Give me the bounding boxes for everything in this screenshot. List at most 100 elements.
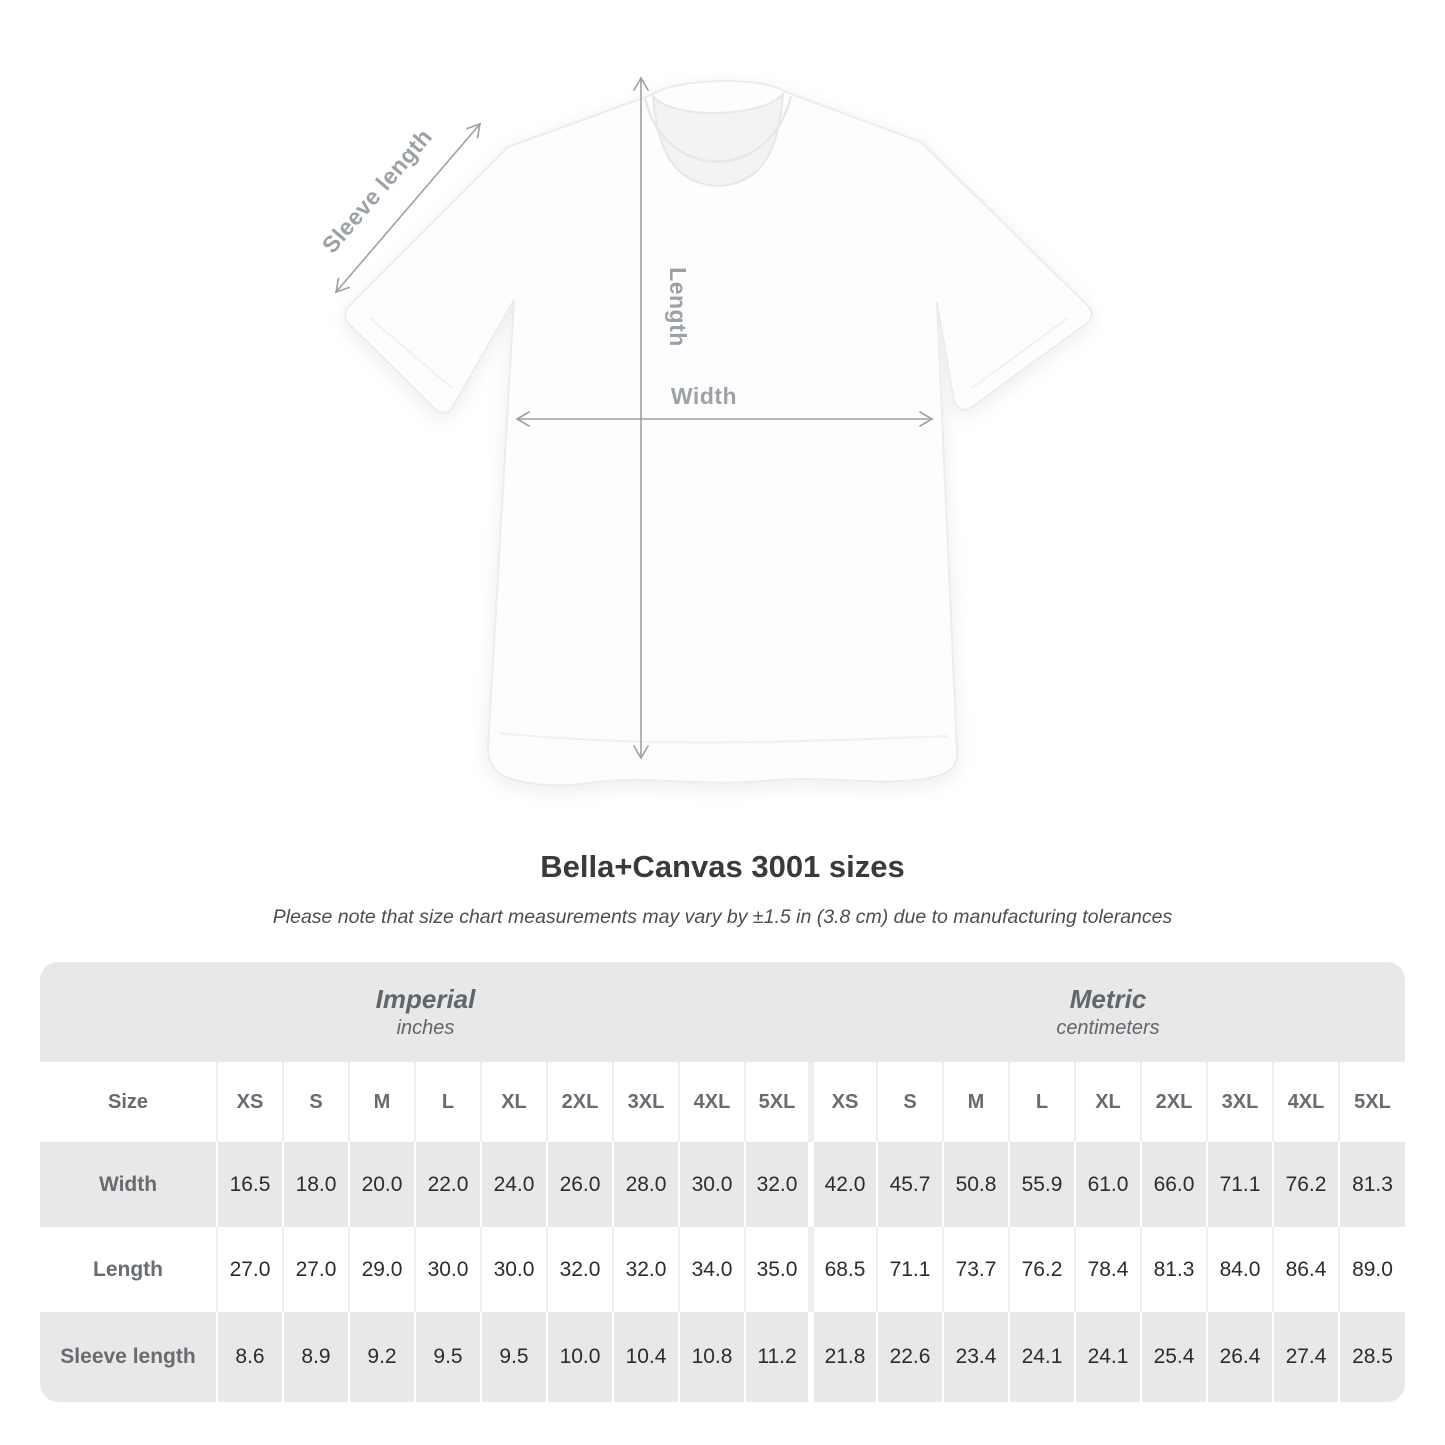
imperial-group-label: Imperial: [375, 984, 476, 1015]
sleeve-length-arrow: [334, 122, 482, 294]
measurement-cell-metric-l: 76.2: [1008, 1227, 1075, 1312]
tolerance-note: Please note that size chart measurements…: [272, 906, 1173, 928]
size-col-header-imperial-5xl: 5XL: [744, 1062, 811, 1142]
measurement-cell-metric-xs: 42.0: [808, 1142, 877, 1227]
width-arrow: [515, 411, 934, 427]
size-col-header-metric-3xl: 3XL: [1206, 1062, 1273, 1142]
measurement-cell-metric-2xl: 81.3: [1140, 1227, 1207, 1312]
measurement-row-sleeve-length: Sleeve length 8.6 8.9 9.2 9.5 9.5 10.0 10.4 10.8…: [40, 1312, 1405, 1402]
measurement-cell-imperial-m: 29.0: [348, 1227, 415, 1312]
measurement-cell-imperial-3xl: 28.0: [612, 1142, 679, 1227]
length-label: Length: [665, 267, 691, 347]
measurement-cell-imperial-l: 30.0: [414, 1227, 481, 1312]
measurement-cell-imperial-xs: 8.6: [216, 1312, 283, 1402]
measurement-cell-metric-xl: 61.0: [1074, 1142, 1141, 1227]
measurement-cell-metric-4xl: 86.4: [1272, 1227, 1339, 1312]
unit-group-row: Imperial inches Metric centimeters: [40, 962, 1405, 1062]
width-label: Width: [671, 383, 737, 409]
measurement-cell-imperial-xs: 16.5: [216, 1142, 283, 1227]
size-col-header-imperial-xl: XL: [480, 1062, 547, 1142]
measurement-cell-imperial-s: 8.9: [282, 1312, 349, 1402]
measurement-cell-imperial-xl: 9.5: [480, 1312, 547, 1402]
size-col-header-imperial-xs: XS: [216, 1062, 283, 1142]
measurement-cell-imperial-3xl: 32.0: [612, 1227, 679, 1312]
size-col-header-imperial-s: S: [282, 1062, 349, 1142]
measurement-cell-metric-xs: 21.8: [808, 1312, 877, 1402]
measurement-cell-metric-2xl: 66.0: [1140, 1142, 1207, 1227]
measurement-cell-imperial-3xl: 10.4: [612, 1312, 679, 1402]
measurement-cell-imperial-xs: 27.0: [216, 1227, 283, 1312]
metric-group-label: Metric: [1069, 984, 1147, 1015]
size-col-header-metric-5xl: 5XL: [1338, 1062, 1405, 1142]
measurement-cell-metric-l: 24.1: [1008, 1312, 1075, 1402]
measurement-cell-metric-xl: 24.1: [1074, 1312, 1141, 1402]
measurement-cell-imperial-5xl: 32.0: [744, 1142, 811, 1227]
size-table: Imperial inches Metric centimeters Size …: [40, 962, 1405, 1402]
size-table-body: Width 16.5 18.0 20.0 22.0 24.0 26.0 28.0 30.0 32.…: [40, 1142, 1405, 1402]
measurement-cell-metric-5xl: 89.0: [1338, 1227, 1405, 1312]
measurement-cell-metric-s: 22.6: [876, 1312, 943, 1402]
measurement-cell-metric-m: 73.7: [942, 1227, 1009, 1312]
size-col-header-metric-4xl: 4XL: [1272, 1062, 1339, 1142]
size-table-container: Imperial inches Metric centimeters Size …: [40, 962, 1405, 1402]
measurement-cell-metric-3xl: 26.4: [1206, 1312, 1273, 1402]
size-col-header-metric-2xl: 2XL: [1140, 1062, 1207, 1142]
imperial-group-unit: inches: [396, 1016, 455, 1039]
measurement-cell-metric-xs: 68.5: [808, 1227, 877, 1312]
measurement-cell-metric-4xl: 27.4: [1272, 1312, 1339, 1402]
size-col-header-metric-xs: XS: [808, 1062, 877, 1142]
size-col-header-imperial-4xl: 4XL: [678, 1062, 745, 1142]
measurement-cell-imperial-4xl: 30.0: [678, 1142, 745, 1227]
dimension-arrows: [334, 76, 934, 760]
tshirt-body: [344, 80, 1093, 787]
measurement-cell-imperial-xl: 30.0: [480, 1227, 547, 1312]
measurement-row-width: Width 16.5 18.0 20.0 22.0 24.0 26.0 28.0 30.0 32.…: [40, 1142, 1405, 1227]
measurement-cell-metric-s: 71.1: [876, 1227, 943, 1312]
measurement-cell-metric-m: 50.8: [942, 1142, 1009, 1227]
measurement-cell-imperial-l: 22.0: [414, 1142, 481, 1227]
measurement-cell-imperial-2xl: 26.0: [546, 1142, 613, 1227]
tshirt-measurement-diagram: Width Length Sleeve length: [317, 76, 1093, 787]
size-col-header-metric-xl: XL: [1074, 1062, 1141, 1142]
imperial-group-header: Imperial inches: [40, 962, 811, 1062]
measurement-cell-imperial-s: 18.0: [282, 1142, 349, 1227]
tshirt-right-cuff-stitch: [971, 317, 1069, 389]
metric-group-header: Metric centimeters: [811, 962, 1405, 1062]
length-arrow: [633, 76, 649, 760]
measurement-cell-imperial-2xl: 32.0: [546, 1227, 613, 1312]
measurement-cell-imperial-4xl: 10.8: [678, 1312, 745, 1402]
tshirt-illustration: [344, 80, 1093, 787]
measurement-cell-imperial-m: 9.2: [348, 1312, 415, 1402]
measurement-cell-metric-l: 55.9: [1008, 1142, 1075, 1227]
tshirt-left-cuff-stitch: [369, 317, 453, 389]
measurement-cell-imperial-xl: 24.0: [480, 1142, 547, 1227]
measurement-cell-metric-3xl: 71.1: [1206, 1142, 1273, 1227]
measurement-cell-imperial-l: 9.5: [414, 1312, 481, 1402]
size-column-header: Size: [107, 1090, 149, 1113]
measurement-cell-imperial-m: 20.0: [348, 1142, 415, 1227]
measurement-cell-imperial-4xl: 34.0: [678, 1227, 745, 1312]
row-label: Length: [93, 1257, 163, 1281]
measurement-cell-metric-s: 45.7: [876, 1142, 943, 1227]
measurement-cell-metric-5xl: 28.5: [1338, 1312, 1405, 1402]
size-col-header-imperial-m: M: [348, 1062, 415, 1142]
tshirt-neck-opening: [651, 91, 785, 188]
size-col-header-imperial-l: L: [414, 1062, 481, 1142]
measurement-cell-imperial-2xl: 10.0: [546, 1312, 613, 1402]
size-header-row: Size XS S M L XL 2XL 3XL 4XL 5XL XS S M L XL 2XL 3XL 4XL…: [40, 1062, 1405, 1142]
metric-group-unit: centimeters: [1056, 1016, 1160, 1039]
size-col-header-imperial-3xl: 3XL: [612, 1062, 679, 1142]
size-col-header-metric-m: M: [942, 1062, 1009, 1142]
tshirt-collar-band: [643, 95, 793, 163]
page-title: Bella+Canvas 3001 sizes: [540, 849, 905, 884]
row-label: Width: [98, 1172, 158, 1196]
measurement-row-length: Length 27.0 27.0 29.0 30.0 30.0 32.0 32.0 34.0 35…: [40, 1227, 1405, 1312]
measurement-cell-metric-m: 23.4: [942, 1312, 1009, 1402]
measurement-cell-metric-5xl: 81.3: [1338, 1142, 1405, 1227]
measurement-cell-metric-3xl: 84.0: [1206, 1227, 1273, 1312]
size-col-header-imperial-2xl: 2XL: [546, 1062, 613, 1142]
tshirt-hem-stitch: [498, 732, 949, 744]
row-label: Sleeve length: [60, 1345, 196, 1368]
measurement-cell-metric-2xl: 25.4: [1140, 1312, 1207, 1402]
